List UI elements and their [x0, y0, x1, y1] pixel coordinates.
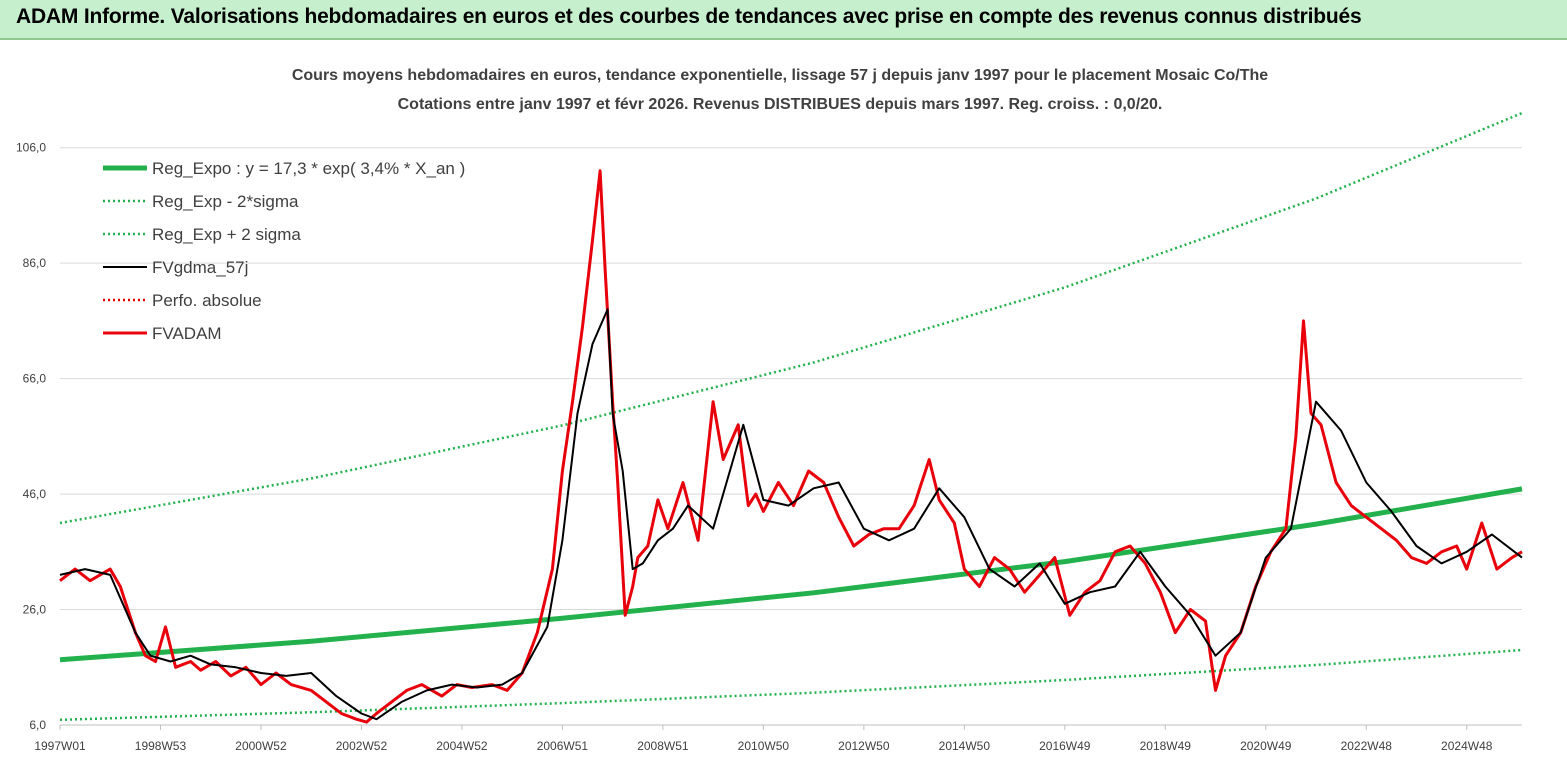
- x-tick-label: 2000W52: [235, 739, 287, 753]
- series-lines: [59, 111, 1523, 724]
- y-tick-label: 26,0: [23, 603, 47, 617]
- series-line-2: [59, 111, 1523, 525]
- y-tick-label: 66,0: [23, 372, 47, 386]
- legend-label: Reg_Expo : y = 17,3 * exp( 3,4% * X_an ): [152, 159, 465, 178]
- x-tick-label: 2020W49: [1240, 739, 1292, 753]
- x-tick-label: 1997W01: [34, 739, 86, 753]
- x-tick-label: 2004W52: [436, 739, 488, 753]
- y-tick-label: 6,0: [29, 718, 46, 732]
- series-line-5: [59, 169, 1523, 724]
- header-bar: ADAM Informe. Valorisations hebdomadaire…: [0, 0, 1567, 40]
- x-tick-label: 2024W48: [1441, 739, 1493, 753]
- series-line-0: [59, 486, 1523, 663]
- series-line-3: [59, 308, 1523, 721]
- chart: Cours moyens hebdomadaires en euros, ten…: [0, 40, 1567, 783]
- chart-title-line2: Cotations entre janv 1997 et févr 2026. …: [398, 96, 1163, 113]
- chart-background: [0, 40, 1567, 783]
- gridlines: [60, 147, 1522, 726]
- legend-label: Reg_Exp + 2 sigma: [152, 225, 301, 244]
- y-tick-label: 86,0: [23, 256, 47, 270]
- x-tick-label: 2016W49: [1039, 739, 1091, 753]
- y-tick-label: 46,0: [23, 487, 47, 501]
- x-tick-label: 2002W52: [336, 739, 388, 753]
- legend-label: Perfo. absolue: [152, 291, 262, 310]
- y-axis-ticks: 6,0 26,0 46,0 66,0 86,0 106,0: [16, 141, 46, 732]
- legend-label: FVADAM: [152, 324, 222, 343]
- legend-label: Reg_Exp - 2*sigma: [152, 192, 299, 211]
- x-axis-ticks: 1997W01 1998W53 2000W52 2002W52 2004W52 2006W…: [34, 725, 1493, 753]
- page-title: ADAM Informe. Valorisations hebdomadaire…: [16, 5, 1362, 28]
- y-tick-label: 106,0: [16, 141, 46, 155]
- x-tick-label: 2014W50: [939, 739, 991, 753]
- x-tick-label: 2012W50: [838, 739, 890, 753]
- legend-label: FVgdma_57j: [152, 258, 248, 277]
- x-tick-label: 2008W51: [637, 739, 689, 753]
- x-tick-label: 2018W49: [1140, 739, 1192, 753]
- series-line-1: [59, 648, 1523, 722]
- x-tick-label: 2006W51: [537, 739, 589, 753]
- chart-title-line1: Cours moyens hebdomadaires en euros, ten…: [292, 67, 1268, 84]
- legend: Reg_Expo : y = 17,3 * exp( 3,4% * X_an )…: [103, 159, 465, 343]
- x-tick-label: 2022W48: [1341, 739, 1393, 753]
- x-tick-label: 1998W53: [135, 739, 187, 753]
- x-tick-label: 2010W50: [738, 739, 790, 753]
